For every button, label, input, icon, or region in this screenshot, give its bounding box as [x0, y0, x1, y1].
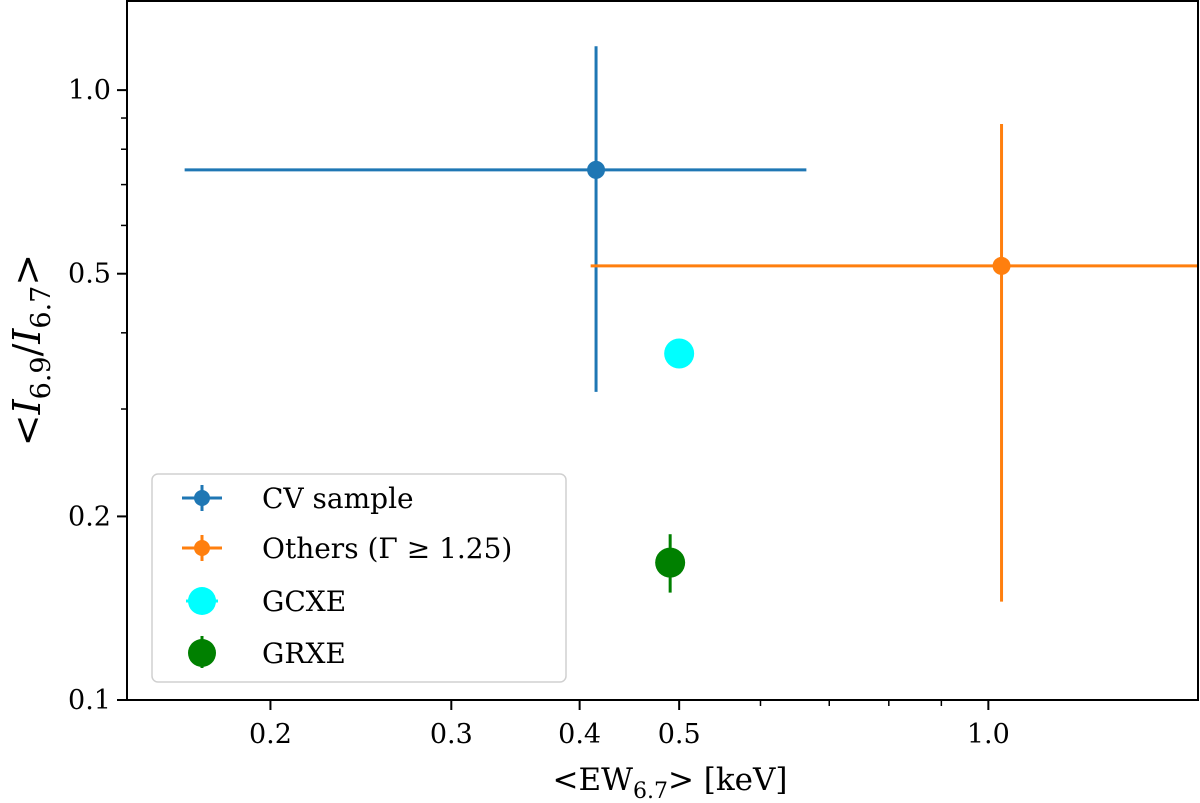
- x-axis-title: <EW6.7> [keV]: [552, 762, 787, 803]
- series-2: [664, 338, 695, 369]
- legend-box: [151, 473, 567, 683]
- plot-marks: [184, 46, 1198, 602]
- y-tick-label: 1.0: [68, 75, 111, 106]
- y-tick-label: 0.5: [68, 259, 111, 290]
- legend-label-grxe: GRXE: [262, 637, 346, 670]
- legend-label-others: Others (Γ ≥ 1.25): [262, 532, 512, 565]
- x-tick-label: 1.0: [967, 719, 1010, 750]
- legend: CV sample Others (Γ ≥ 1.25) GCXE GRXE: [151, 473, 567, 683]
- y-tick-label: 0.2: [68, 501, 111, 532]
- x-tick-label: 0.5: [658, 719, 701, 750]
- plot-frame: [126, 0, 1199, 701]
- data-point: [664, 338, 695, 369]
- y-tick-label: 0.1: [68, 685, 111, 716]
- x-tick-label: 0.2: [249, 719, 292, 750]
- legend-entry-grxe: GRXE: [188, 636, 346, 670]
- legend-marker-grxe: [188, 639, 216, 667]
- series-3: [655, 534, 686, 593]
- legend-marker-gcxe: [188, 587, 216, 615]
- legend-label-gcxe: GCXE: [262, 585, 346, 618]
- legend-label-cv-sample: CV sample: [262, 482, 414, 515]
- y-axis-title: <I6.9/I6.7>: [5, 254, 57, 446]
- data-point: [587, 160, 606, 179]
- data-point: [992, 256, 1011, 275]
- series-1: [590, 123, 1198, 602]
- x-tick-label: 0.4: [558, 719, 601, 750]
- legend-entry-gcxe: GCXE: [186, 585, 346, 618]
- data-point: [655, 547, 686, 578]
- x-tick-label: 0.3: [430, 719, 473, 750]
- axis-ticks: 0.2 0.3 0.4 0.5 1.0 0.1 0.2 0.5 1.0: [68, 75, 1010, 750]
- legend-entry-cv-sample: CV sample: [182, 482, 414, 515]
- legend-marker-others: [194, 540, 210, 556]
- legend-marker-cv-sample: [194, 490, 210, 506]
- legend-entry-others: Others (Γ ≥ 1.25): [182, 532, 512, 565]
- series-0: [184, 46, 807, 392]
